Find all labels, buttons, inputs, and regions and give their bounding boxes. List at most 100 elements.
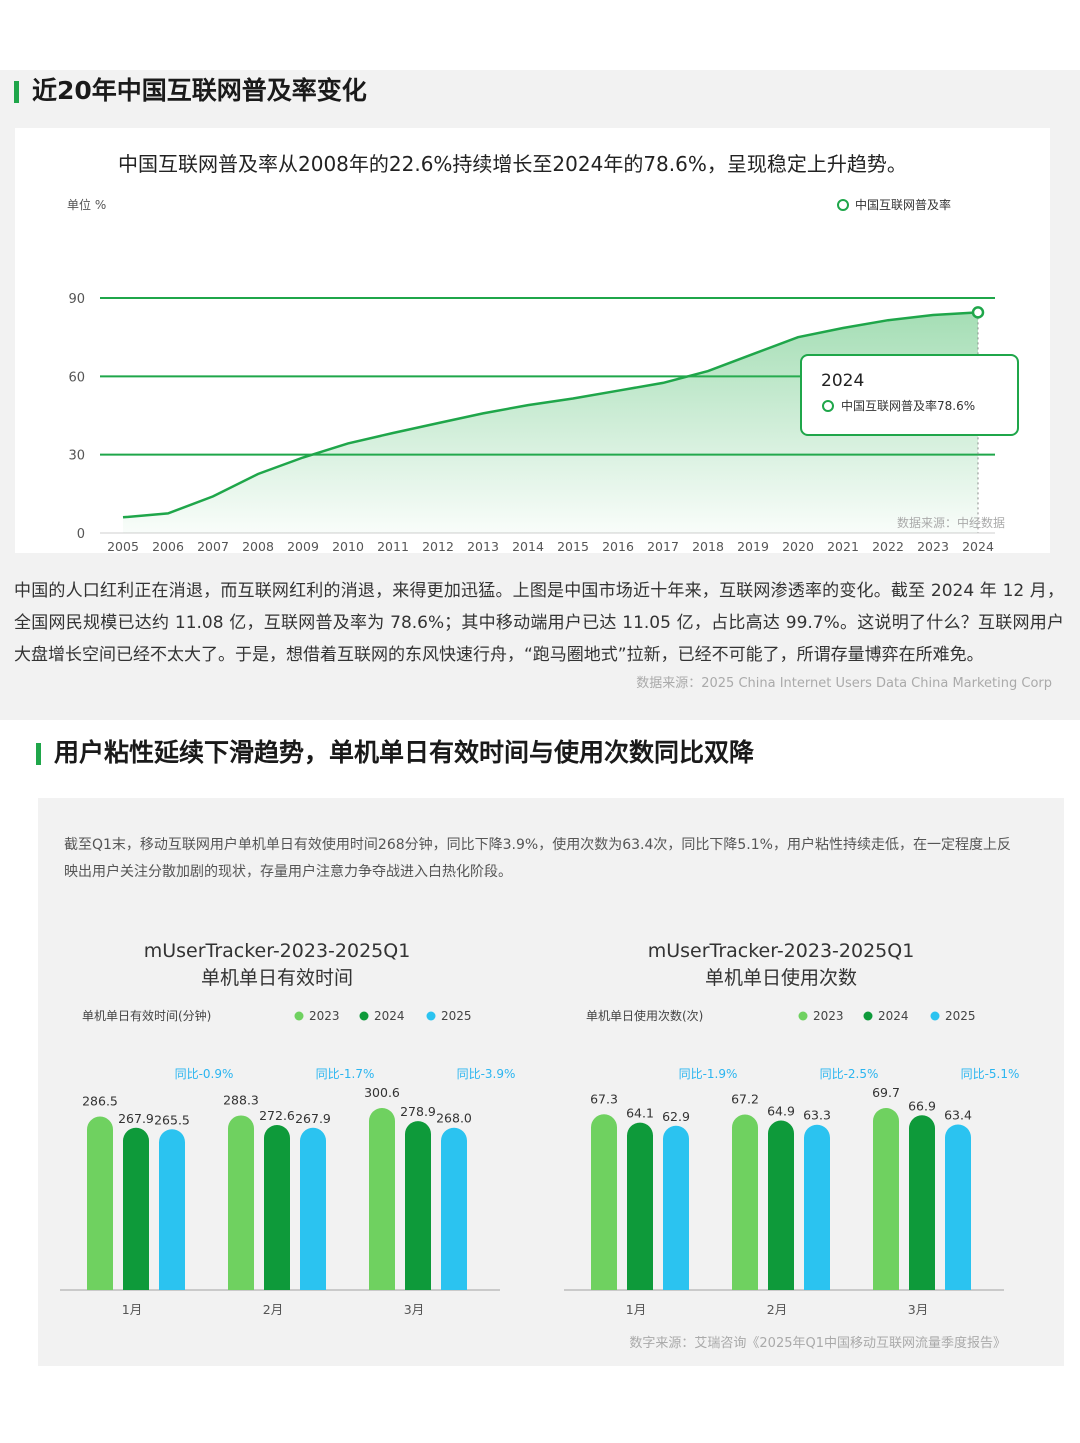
data-label: 278.9: [400, 1104, 436, 1119]
data-label: 288.3: [223, 1092, 259, 1107]
line-chart-headline: 中国互联网普及率从2008年的22.6%持续增长至2024年的78.6%，呈现稳…: [118, 152, 907, 176]
analysis-paragraph: 中国的人口红利正在消退，而互联网红利的消退，来得更加迅猛。上图是中国市场近十年来…: [14, 581, 1064, 665]
x-tick-label: 2016: [602, 539, 634, 553]
tooltip-marker: [822, 400, 834, 412]
legend-label-2023: 2023: [813, 1009, 844, 1023]
series-line: [122, 311, 979, 519]
effective-time-bar-chart: 单机单日有效时间(分钟) 2023 2024 2025同比-0.9%286.5267.…: [60, 1008, 516, 1317]
data-label: 300.6: [364, 1085, 400, 1100]
time-chart-title: mUserTracker-2023-2025Q1 单机单日有效时间: [42, 938, 512, 992]
legend-dot-2023: [294, 1011, 304, 1021]
data-label: 63.3: [803, 1108, 831, 1123]
section-internet-penetration: 近20年中国互联网普及率变化 中国互联网普及率从2008年的22.6%持续增长至…: [0, 70, 1080, 720]
x-tick-label: 2月: [263, 1302, 283, 1317]
yoy-label: 同比-2.5%: [820, 1067, 879, 1081]
yoy-label: 同比-5.1%: [961, 1067, 1020, 1081]
y-axis-unit: 单位 %: [67, 197, 106, 212]
bar-2024-0: [123, 1127, 149, 1290]
x-tick-label: 3月: [908, 1302, 928, 1317]
data-label: 69.7: [872, 1085, 900, 1100]
time-chart-title-line2: 单机单日有效时间: [200, 967, 353, 989]
legend-label-2024: 2024: [878, 1009, 909, 1023]
x-tick-label: 2011: [377, 539, 409, 553]
count-chart-title: mUserTracker-2023-2025Q1 单机单日使用次数: [546, 938, 1016, 992]
legend-dot-2024: [863, 1011, 873, 1021]
x-tick-label: 2015: [557, 539, 589, 553]
data-label: 272.6: [259, 1108, 295, 1123]
x-tick-label: 2017: [647, 539, 679, 553]
x-tick-label: 2013: [467, 539, 499, 553]
x-tick-label: 2020: [782, 539, 814, 553]
count-panel: mUserTracker-2023-2025Q1 单机单日使用次数 单机单日使用…: [546, 938, 1036, 1348]
bar-2023-1: [228, 1115, 254, 1290]
y-axis-label: 单机单日有效时间(分钟): [82, 1008, 211, 1023]
user-stickiness-card: 截至Q1末，移动互联网用户单机单日有效使用时间268分钟，同比下降3.9%，使用…: [38, 798, 1064, 1366]
bar-2024-2: [909, 1115, 935, 1290]
area-fill: [123, 312, 978, 533]
bar-2023-2: [873, 1108, 899, 1290]
y-axis-label: 单机单日使用次数(次): [586, 1008, 703, 1023]
data-point-2024: [971, 306, 985, 319]
section2-title: 用户粘性延续下滑趋势，单机单日有效时间与使用次数同比双降: [36, 738, 754, 768]
x-tick-label: 2023: [917, 539, 949, 553]
paragraph-source: 数据来源：2025 China Internet Users Data Chin…: [636, 676, 1052, 691]
y-tick-label: 30: [68, 449, 85, 464]
bar-2023-0: [87, 1116, 113, 1290]
count-chart-title-line1: mUserTracker-2023-2025Q1: [647, 940, 915, 962]
x-tick-label: 2014: [512, 539, 544, 553]
x-tick-label: 2018: [692, 539, 724, 553]
x-tick-label: 2021: [827, 539, 859, 553]
legend-label-2023: 2023: [309, 1009, 340, 1023]
time-panel: mUserTracker-2023-2025Q1 单机单日有效时间 单机单日有效…: [42, 938, 532, 1348]
line-chart-source: 数据来源：中经数据: [896, 516, 1005, 530]
tooltip-title: 2024: [821, 371, 864, 391]
bar-2024-2: [405, 1121, 431, 1290]
data-label: 286.5: [82, 1094, 118, 1109]
data-label: 66.9: [908, 1098, 936, 1113]
data-label: 62.9: [662, 1109, 690, 1124]
data-label: 64.9: [767, 1104, 795, 1119]
x-tick-label: 1月: [122, 1302, 142, 1317]
penetration-line-chart: 单位 % 0 30 60 90 2005 2006 2007 2008 2009 2010 2011 2…: [67, 197, 1019, 553]
x-tick-label: 2月: [767, 1302, 787, 1317]
legend-label-2025: 2025: [945, 1009, 976, 1023]
yoy-label: 同比-0.9%: [175, 1067, 234, 1081]
data-label: 67.2: [731, 1092, 759, 1107]
legend-label: 中国互联网普及率: [855, 197, 951, 212]
x-tick-label: 2012: [422, 539, 454, 553]
bar-2024-1: [264, 1124, 290, 1290]
x-tick-label: 2019: [737, 539, 769, 553]
y-tick-label: 0: [77, 527, 85, 542]
bar-2025-1: [804, 1124, 830, 1290]
x-tick-label: 3月: [404, 1302, 424, 1317]
x-tick-label: 2006: [152, 539, 184, 553]
x-tick-label: 2024: [962, 539, 994, 553]
legend-dot-2025: [426, 1011, 436, 1021]
count-chart-title-line2: 单机单日使用次数: [704, 967, 857, 989]
bar-2023-0: [591, 1114, 617, 1290]
bar-2025-0: [663, 1125, 689, 1290]
x-tick-label: 2009: [287, 539, 319, 553]
x-tick-label: 2010: [332, 539, 364, 553]
yoy-label: 同比-3.9%: [457, 1067, 516, 1081]
tooltip-label: 中国互联网普及率78.6%: [841, 398, 975, 413]
data-label: 267.9: [118, 1111, 154, 1126]
yoy-label: 同比-1.7%: [316, 1067, 375, 1081]
legend-marker: [837, 199, 849, 211]
bar-2024-0: [627, 1122, 653, 1290]
legend-dot-2025: [930, 1011, 940, 1021]
data-label: 63.4: [944, 1107, 972, 1122]
legend-dot-2023: [798, 1011, 808, 1021]
legend-label-2025: 2025: [441, 1009, 472, 1023]
tooltip-box: [800, 354, 1019, 436]
yoy-label: 同比-1.9%: [679, 1067, 738, 1081]
bar-2025-1: [300, 1127, 326, 1290]
x-tick-label: 2008: [242, 539, 274, 553]
stickiness-description: 截至Q1末，移动互联网用户单机单日有效使用时间268分钟，同比下降3.9%，使用…: [64, 837, 1011, 880]
line-chart-card: 中国互联网普及率从2008年的22.6%持续增长至2024年的78.6%，呈现稳…: [15, 128, 1050, 553]
time-chart-title-line1: mUserTracker-2023-2025Q1: [143, 940, 411, 962]
y-tick-label: 90: [68, 292, 85, 307]
x-tick-label: 1月: [626, 1302, 646, 1317]
bar-chart-source: 数字来源：艾瑞咨询《2025年Q1中国移动互联网流量季度报告》: [629, 1336, 1006, 1351]
usage-count-bar-chart: 单机单日使用次数(次) 2023 2024 2025 同比-1.9% 67.3 64.1 62…: [564, 1008, 1020, 1317]
